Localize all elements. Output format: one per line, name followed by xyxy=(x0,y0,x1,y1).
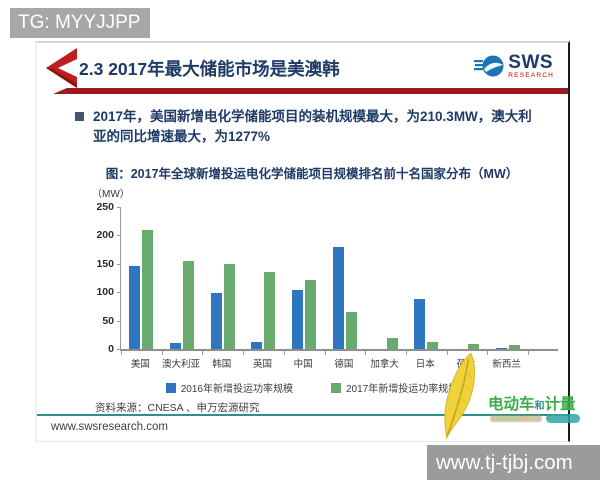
bar-series-2017 xyxy=(427,342,439,349)
x-axis-tick-mark xyxy=(405,351,407,355)
x-axis-tick-mark xyxy=(202,351,204,355)
bar-group xyxy=(365,207,406,349)
x-axis-tick-mark xyxy=(161,351,163,355)
bullet-block: 2017年，美国新增电化学储能项目的装机规模最大，为210.3MW，澳大利亚的同… xyxy=(75,107,551,148)
x-axis-tick-mark xyxy=(446,351,448,355)
x-axis-label: 加拿大 xyxy=(370,359,399,370)
x-axis-tick-mark xyxy=(528,351,529,355)
bar-series-2017 xyxy=(305,280,317,349)
bullet-square-icon xyxy=(75,112,84,121)
bar-group xyxy=(325,207,366,349)
bar-series-2016 xyxy=(292,289,304,349)
sws-site-url: www.swsresearch.com xyxy=(51,421,168,433)
bar-series-2016 xyxy=(210,293,222,349)
y-axis-tick-label: 250 xyxy=(96,201,114,213)
legend-item: 2017年新增投运功率规模 xyxy=(331,380,458,395)
chart: 图：2017年全球新增投运电化学储能项目规模排名前十名国家分布（MW） （MW）… xyxy=(62,163,562,395)
bar-series-2017 xyxy=(264,272,276,349)
y-axis-tick-mark xyxy=(117,320,121,322)
bar-series-2017 xyxy=(183,261,195,349)
x-axis-tick-mark xyxy=(324,351,326,355)
bar-group xyxy=(284,207,325,349)
legend-label: 2017年新增投运功率规模 xyxy=(346,384,459,395)
y-axis-tick-label: 200 xyxy=(96,229,114,242)
bar-series-2017 xyxy=(142,229,154,349)
y-axis-tick-mark xyxy=(117,349,121,350)
sws-globe-icon xyxy=(474,55,504,77)
bar-group xyxy=(243,207,284,349)
bar-series-2016 xyxy=(332,246,344,349)
bar-series-2017 xyxy=(223,263,235,349)
x-axis-label: 日本 xyxy=(415,359,435,370)
plot-area: 0 50 100 150 200 250 xyxy=(96,201,558,355)
slide-title: 2.3 2017年最大储能市场是美澳韩 xyxy=(79,59,340,79)
bar-series-2017 xyxy=(345,312,357,349)
y-axis-tick-label: 100 xyxy=(96,286,114,299)
legend-item: 2016年新增投运功率规模 xyxy=(165,380,293,395)
x-axis-label: 中国 xyxy=(293,359,313,370)
bar-series-2016 xyxy=(414,299,426,349)
slide: 2.3 2017年最大储能市场是美澳韩 SWS RESEARCH 2017年，美… xyxy=(35,41,570,442)
chart-title: 图：2017年全球新增投运电化学储能项目规模排名前十名国家分布（MW） xyxy=(105,167,519,181)
x-axis-tick-mark xyxy=(283,351,285,355)
x-axis-tick-mark xyxy=(487,351,489,355)
x-axis-tick-mark xyxy=(365,351,367,355)
bar-series-2016 xyxy=(129,265,141,349)
y-axis-tick-mark xyxy=(117,207,121,208)
x-axis-label: 韩国 xyxy=(212,359,232,370)
y-axis-tick-label: 0 xyxy=(108,343,114,355)
y-axis-tick-mark xyxy=(117,235,121,237)
bar-series-2017 xyxy=(386,337,398,349)
bar-group xyxy=(121,207,162,349)
bar-series-2017 xyxy=(508,344,520,349)
y-axis-tick-label: 50 xyxy=(102,314,114,327)
bar-group xyxy=(487,207,528,349)
x-axis-label: 德国 xyxy=(334,359,354,370)
x-axis-labels: 美国 澳大利亚 韩国 英国 中国 德国 加拿大 日本 荷兰 新西兰 xyxy=(120,356,527,370)
x-axis-label: 英国 xyxy=(252,359,272,370)
y-axis-unit-label: （MW） xyxy=(92,189,130,200)
red-chevron-icon xyxy=(46,48,77,88)
legend-swatch-icon xyxy=(165,382,176,393)
footer-divider xyxy=(37,414,568,416)
bar-series-2016 xyxy=(251,341,263,349)
x-axis-label: 新西兰 xyxy=(492,359,521,370)
logo-subtext: RESEARCH xyxy=(508,72,554,79)
bar-group xyxy=(162,207,203,349)
tg-badge: TG: MYYJJPP xyxy=(10,8,150,38)
sws-logo: SWS RESEARCH xyxy=(474,53,554,80)
header-underline xyxy=(53,88,568,94)
y-axis-tick-mark xyxy=(117,292,121,294)
x-axis-tick-mark xyxy=(243,351,245,355)
tjbj-url-bar: www.tj-tjbj.com xyxy=(427,445,600,480)
bar-series-2017 xyxy=(467,343,479,349)
bullet-text: 2017年，美国新增电化学储能项目的装机规模最大，为210.3MW，澳大利亚的同… xyxy=(93,109,532,145)
bar-series-2016 xyxy=(495,347,507,349)
x-axis-label: 美国 xyxy=(130,359,150,370)
x-axis-tick-mark xyxy=(121,351,122,355)
y-axis-tick-label: 150 xyxy=(96,257,114,270)
x-axis-label: 荷兰 xyxy=(456,359,476,370)
legend-label: 2016年新增投运功率规模 xyxy=(180,384,293,395)
bar-group xyxy=(202,207,243,349)
bar-group xyxy=(447,207,488,349)
chart-legend: 2016年新增投运功率规模 2017年新增投运功率规模 xyxy=(62,380,562,395)
bar-series-2016 xyxy=(170,342,182,349)
source-note: 资料来源：CNESA 、申万宏源研究 xyxy=(95,402,260,414)
plot-bars xyxy=(121,207,528,349)
x-axis-label: 澳大利亚 xyxy=(162,359,201,370)
logo-text: SWS xyxy=(508,52,554,73)
y-axis-tick-mark xyxy=(117,263,121,265)
legend-swatch-icon xyxy=(331,382,341,393)
bar-group xyxy=(406,207,447,349)
